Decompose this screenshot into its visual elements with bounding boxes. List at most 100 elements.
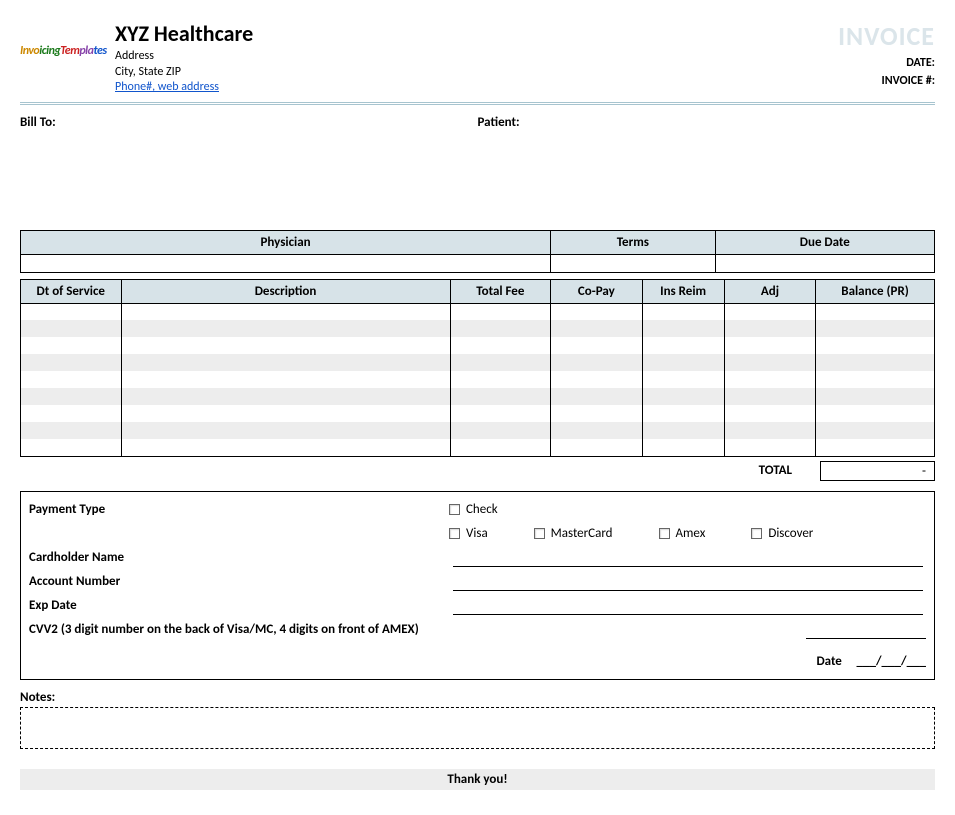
cell[interactable]	[724, 303, 815, 320]
cell[interactable]	[816, 422, 935, 439]
cell[interactable]	[816, 405, 935, 422]
cell[interactable]	[21, 388, 122, 405]
cell[interactable]	[551, 439, 642, 456]
cell[interactable]	[816, 303, 935, 320]
cell[interactable]	[21, 320, 122, 337]
checkbox-icon[interactable]	[659, 528, 670, 539]
cell[interactable]	[724, 388, 815, 405]
notes-box[interactable]	[20, 707, 935, 749]
cell[interactable]	[816, 371, 935, 388]
cell[interactable]	[551, 303, 642, 320]
address-line2: City, State ZIP	[115, 65, 735, 81]
table-row	[21, 439, 935, 456]
cell[interactable]	[21, 422, 122, 439]
cell[interactable]	[121, 354, 450, 371]
sig-date-placeholder[interactable]: ___/___/___	[857, 654, 926, 669]
lineitems-table: Dt of Service Description Total Fee Co-P…	[20, 279, 935, 457]
cell[interactable]	[642, 303, 724, 320]
header-right: INVOICE DATE: INVOICE #:	[735, 20, 935, 88]
cell[interactable]	[121, 371, 450, 388]
cell[interactable]	[21, 354, 122, 371]
cell[interactable]	[642, 388, 724, 405]
col-totalfee: Total Fee	[450, 279, 551, 303]
cell[interactable]	[724, 422, 815, 439]
checkbox-icon[interactable]	[751, 528, 762, 539]
payment-option-check[interactable]: Check	[449, 502, 498, 517]
checkbox-icon[interactable]	[449, 528, 460, 539]
cvv-field[interactable]	[806, 621, 926, 639]
cell[interactable]	[450, 337, 551, 354]
cell[interactable]	[724, 337, 815, 354]
cell[interactable]	[551, 337, 642, 354]
cell[interactable]	[551, 422, 642, 439]
cell[interactable]	[121, 303, 450, 320]
cell[interactable]	[450, 439, 551, 456]
cell[interactable]	[121, 388, 450, 405]
payment-option-label: Check	[466, 502, 498, 517]
cell[interactable]	[121, 320, 450, 337]
notes-label: Notes:	[20, 690, 935, 705]
account-field[interactable]	[453, 573, 923, 591]
cell[interactable]	[551, 320, 642, 337]
cell[interactable]	[551, 405, 642, 422]
cell[interactable]	[121, 405, 450, 422]
col-duedate: Due Date	[715, 230, 934, 254]
cell[interactable]	[551, 388, 642, 405]
cell[interactable]	[642, 439, 724, 456]
payment-option-label: Amex	[676, 526, 706, 541]
cell[interactable]	[642, 405, 724, 422]
payment-option-mastercard[interactable]: MasterCard	[534, 526, 613, 541]
checkbox-icon[interactable]	[449, 504, 460, 515]
cell[interactable]	[551, 354, 642, 371]
payment-checks-row2: Visa MasterCard Amex Discover	[449, 526, 813, 541]
cell[interactable]	[450, 303, 551, 320]
cell[interactable]	[121, 337, 450, 354]
cell[interactable]	[816, 439, 935, 456]
cell[interactable]	[816, 320, 935, 337]
cell[interactable]	[121, 422, 450, 439]
col-terms: Terms	[551, 230, 716, 254]
cell[interactable]	[21, 371, 122, 388]
cell[interactable]	[642, 371, 724, 388]
checkbox-icon[interactable]	[534, 528, 545, 539]
cell[interactable]	[816, 354, 935, 371]
val-terms[interactable]	[551, 254, 716, 272]
payment-option-amex[interactable]: Amex	[659, 526, 706, 541]
cell[interactable]	[642, 422, 724, 439]
cell[interactable]	[450, 354, 551, 371]
cell[interactable]	[121, 439, 450, 456]
cell[interactable]	[21, 405, 122, 422]
cell[interactable]	[450, 405, 551, 422]
cell[interactable]	[450, 422, 551, 439]
cell[interactable]	[450, 371, 551, 388]
divider	[20, 102, 935, 105]
table-row	[21, 371, 935, 388]
payment-option-discover[interactable]: Discover	[751, 526, 813, 541]
cardholder-field[interactable]	[453, 549, 923, 567]
cell[interactable]	[724, 320, 815, 337]
cell[interactable]	[642, 320, 724, 337]
cell[interactable]	[724, 405, 815, 422]
cell[interactable]	[450, 320, 551, 337]
cell[interactable]	[816, 337, 935, 354]
cell[interactable]	[724, 354, 815, 371]
table-row	[21, 354, 935, 371]
cell[interactable]	[21, 337, 122, 354]
cell[interactable]	[724, 439, 815, 456]
cell[interactable]	[450, 388, 551, 405]
cell[interactable]	[724, 371, 815, 388]
patient-label: Patient:	[478, 115, 936, 130]
cell[interactable]	[816, 388, 935, 405]
contact-link[interactable]: Phone#, web address	[115, 80, 219, 94]
exp-field[interactable]	[453, 597, 923, 615]
payment-box: Payment Type Check VisaMasterCardAmexDis…	[20, 491, 935, 680]
cell[interactable]	[642, 337, 724, 354]
cell[interactable]	[21, 439, 122, 456]
cell[interactable]	[551, 371, 642, 388]
cell[interactable]	[642, 354, 724, 371]
val-physician[interactable]	[21, 254, 551, 272]
cell[interactable]	[21, 303, 122, 320]
payment-option-visa[interactable]: Visa	[449, 526, 488, 541]
val-duedate[interactable]	[715, 254, 934, 272]
header: InvoicingTemplates XYZ Healthcare Addres…	[20, 20, 935, 96]
